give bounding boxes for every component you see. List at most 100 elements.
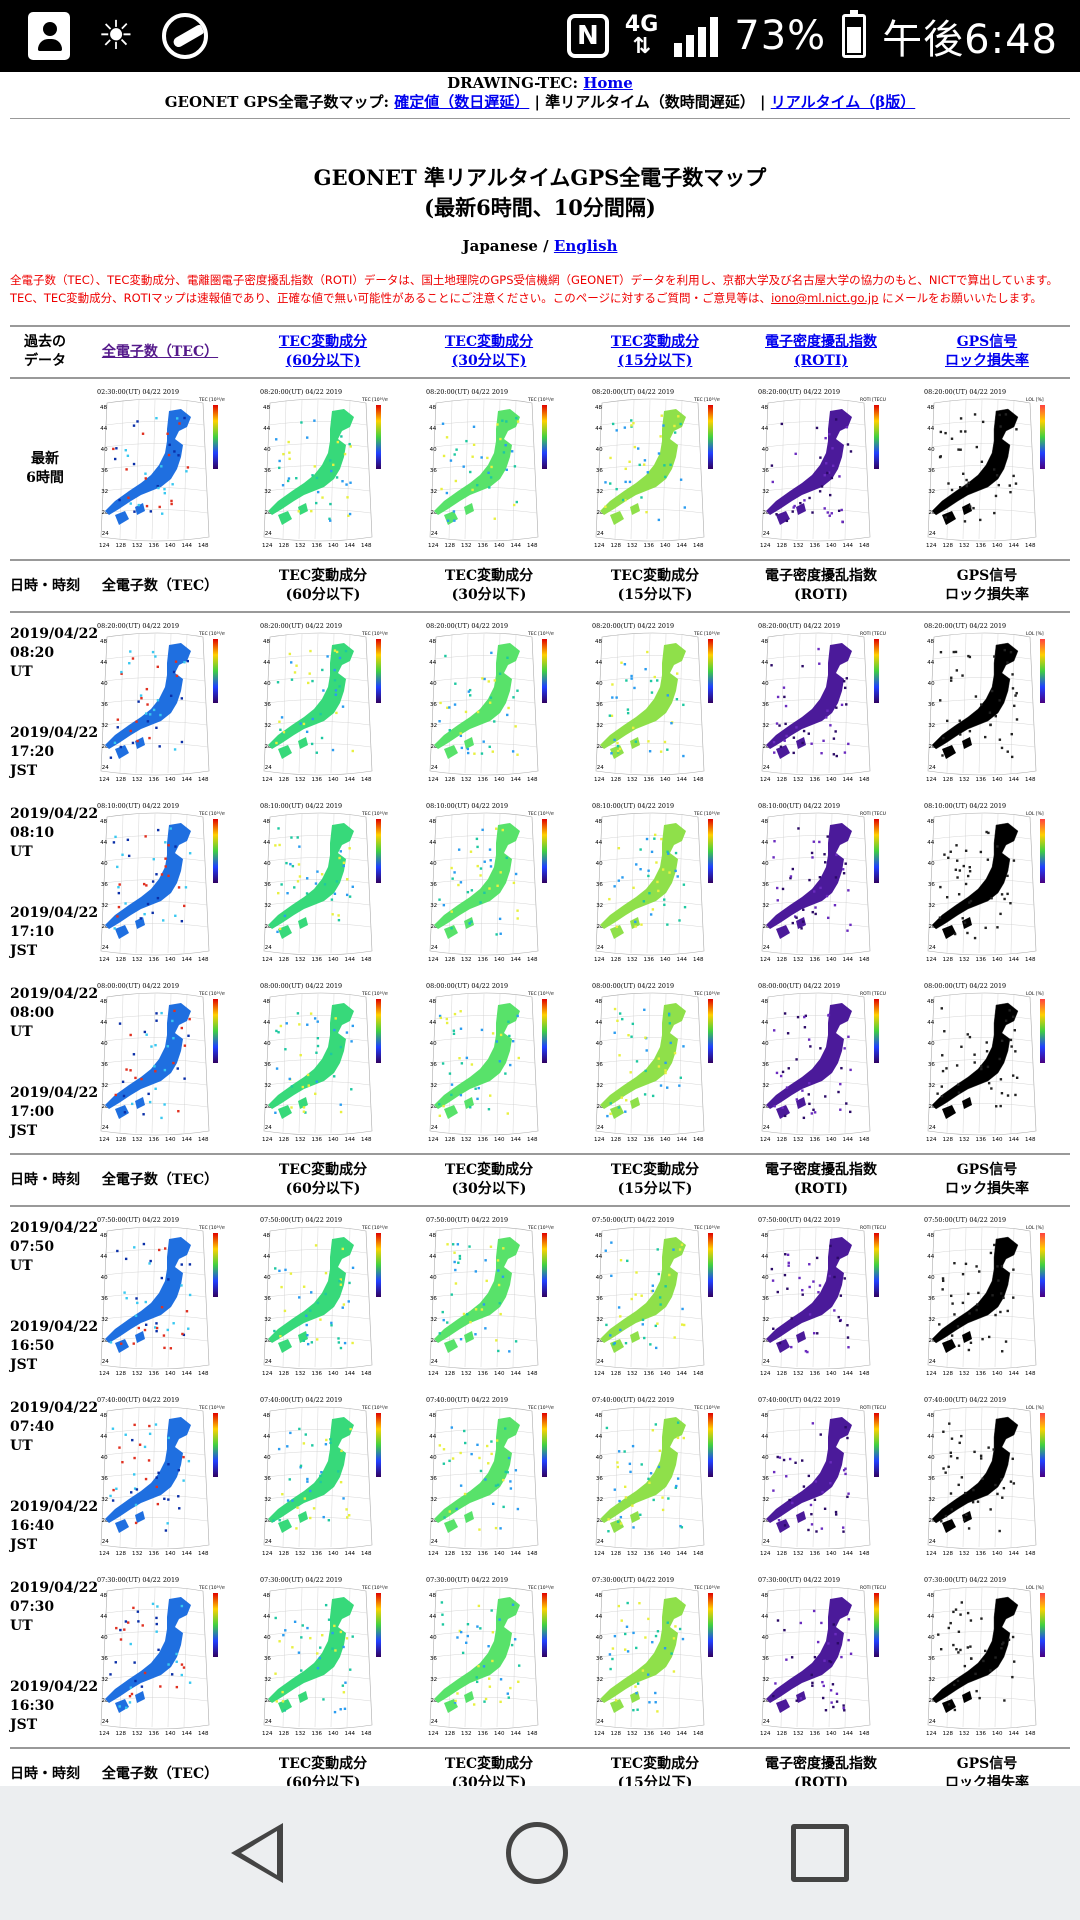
column-header[interactable]: GPS信号ロック損失率 bbox=[904, 327, 1070, 378]
column-header-link[interactable]: (15分以下) bbox=[617, 353, 693, 369]
map-data-point bbox=[174, 845, 177, 848]
map-data-point bbox=[821, 1680, 824, 1684]
lol-map[interactable]: 08:20:00(UT) 04/22 2019 LOL [%] 48 44 40 36 32… bbox=[904, 379, 1070, 560]
map-data-point bbox=[1013, 1660, 1016, 1663]
longitude-label: 148 bbox=[1025, 1137, 1036, 1143]
map-data-point bbox=[792, 736, 796, 739]
column-header-link[interactable]: (30分以下) bbox=[451, 353, 527, 369]
latitude-label: 36 bbox=[928, 1656, 935, 1662]
lol-map[interactable]: 08:20:00(UT) 04/22 2019 LOL [%] 48 44 40 36 32… bbox=[904, 613, 1070, 793]
recent-apps-icon[interactable] bbox=[790, 1824, 849, 1882]
column-header[interactable]: TEC変動成分 (30分以下) bbox=[406, 327, 572, 378]
island bbox=[942, 1339, 956, 1353]
map-data-point bbox=[339, 1708, 342, 1711]
home-icon[interactable] bbox=[505, 1822, 568, 1884]
map-timestamp: 08:20:00(UT) 04/22 2019 bbox=[260, 388, 342, 396]
color-scale-bar bbox=[1040, 999, 1045, 1063]
map-data-point bbox=[112, 841, 116, 844]
web-page[interactable]: DRAWING-TEC: Home GEONET GPS全電子数マップ: 確定値… bbox=[0, 72, 1080, 1786]
map-data-point bbox=[1009, 1480, 1013, 1483]
map-data-point bbox=[493, 517, 496, 520]
home-link[interactable]: Home bbox=[583, 74, 633, 92]
map-data-point bbox=[842, 872, 846, 875]
contact-email-link[interactable]: iono@ml.nict.go.jp bbox=[771, 291, 879, 305]
map-data-point bbox=[826, 471, 829, 475]
map-data-point bbox=[957, 448, 960, 451]
english-link[interactable]: English bbox=[553, 237, 618, 255]
map-grid-line bbox=[266, 465, 370, 470]
lol-map[interactable]: 07:50:00(UT) 04/22 2019 LOL [%] 48 44 40 36 32… bbox=[904, 1207, 1070, 1387]
column-header-link[interactable]: GPS信号 bbox=[956, 334, 1018, 350]
back-icon[interactable] bbox=[231, 1823, 284, 1883]
map-grid-line bbox=[598, 1293, 702, 1298]
column-header-link[interactable]: (ROTI) bbox=[793, 353, 849, 369]
column-header-link[interactable]: (60分以下) bbox=[285, 353, 361, 369]
lol-map[interactable]: 07:30:00(UT) 04/22 2019 LOL [%] 48 44 40 36 32… bbox=[904, 1567, 1070, 1748]
map-data-point bbox=[120, 670, 123, 674]
lol-map[interactable]: 08:10:00(UT) 04/22 2019 LOL [%] 48 44 40 36 32… bbox=[904, 793, 1070, 973]
longitude-label: 144 bbox=[345, 543, 356, 549]
column-header-link[interactable]: TEC変動成分 bbox=[610, 334, 700, 350]
map-data-point bbox=[829, 493, 832, 497]
column-header-link[interactable]: TEC変動成分 bbox=[444, 334, 534, 350]
map-grid-line bbox=[962, 1587, 967, 1728]
realtime-link[interactable]: リアルタイム（β版） bbox=[770, 93, 916, 111]
column-header[interactable]: 電子密度擾乱指数 (ROTI) bbox=[738, 327, 904, 378]
map-data-point bbox=[833, 1309, 836, 1312]
column-header[interactable]: 全電子数（TEC） bbox=[80, 327, 240, 378]
lol-map[interactable]: 07:40:00(UT) 04/22 2019 LOL [%] 48 44 40 36 32… bbox=[904, 1387, 1070, 1567]
latitude-label: 48 bbox=[429, 1593, 436, 1599]
column-header[interactable]: TEC変動成分 (60分以下) bbox=[240, 327, 406, 378]
column-header-link[interactable]: 全電子数（TEC） bbox=[101, 343, 219, 360]
column-header-link[interactable]: ロック損失率 bbox=[945, 353, 1029, 369]
confirmed-link[interactable]: 確定値（数日遅延） bbox=[394, 93, 530, 111]
lol-map[interactable]: 08:00:00(UT) 04/22 2019 LOL [%] 48 44 40 36 32… bbox=[904, 973, 1070, 1154]
column-header-link[interactable]: 電子密度擾乱指数 bbox=[765, 334, 877, 350]
map-data-point bbox=[167, 1436, 170, 1440]
map-data-point bbox=[1008, 484, 1011, 487]
column-header-link[interactable]: TEC変動成分 bbox=[278, 334, 368, 350]
map-data-point bbox=[624, 1632, 627, 1636]
map-grid-line bbox=[600, 835, 700, 840]
island bbox=[298, 1331, 308, 1343]
map-data-point bbox=[616, 1019, 619, 1022]
column-header[interactable]: TEC変動成分 (15分以下) bbox=[572, 327, 738, 378]
